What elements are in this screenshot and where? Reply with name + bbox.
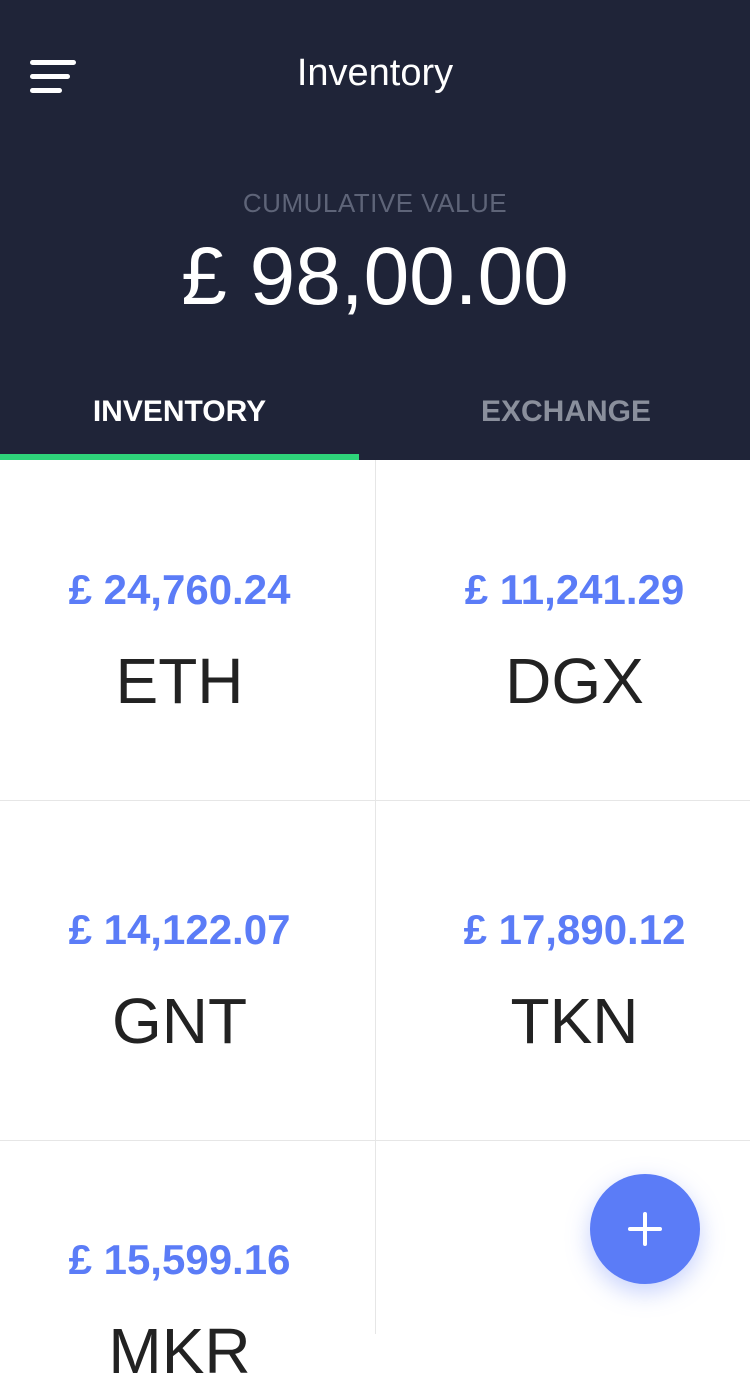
header bbox=[0, 0, 750, 460]
asset-symbol: GNT bbox=[111, 985, 248, 1057]
summary-value: £ 98,00.00 bbox=[181, 231, 569, 322]
asset-value: £ 17,890.12 bbox=[463, 906, 686, 953]
asset-value: £ 11,241.29 bbox=[464, 566, 685, 613]
asset-symbol: DGX bbox=[505, 645, 644, 717]
summary-label: CUMULATIVE VALUE bbox=[242, 188, 508, 218]
tab[interactable]: INVENTORY bbox=[92, 395, 267, 428]
asset-symbol: TKN bbox=[510, 985, 639, 1057]
page-title: Inventory bbox=[296, 52, 454, 94]
divider bbox=[0, 1140, 750, 1141]
divider bbox=[0, 800, 750, 801]
divider bbox=[375, 460, 376, 1334]
tab[interactable]: EXCHANGE bbox=[480, 395, 652, 428]
menu-button[interactable] bbox=[28, 58, 78, 98]
asset-value: £ 15,599.16 bbox=[68, 1236, 291, 1283]
asset-value: £ 24,760.24 bbox=[68, 566, 291, 613]
tab-indicator bbox=[0, 454, 359, 460]
add-button[interactable] bbox=[590, 1174, 700, 1284]
asset-value: £ 14,122.07 bbox=[68, 906, 291, 953]
asset-symbol: ETH bbox=[115, 645, 244, 717]
plus-icon bbox=[628, 1212, 662, 1246]
asset-symbol: MKR bbox=[108, 1315, 251, 1387]
